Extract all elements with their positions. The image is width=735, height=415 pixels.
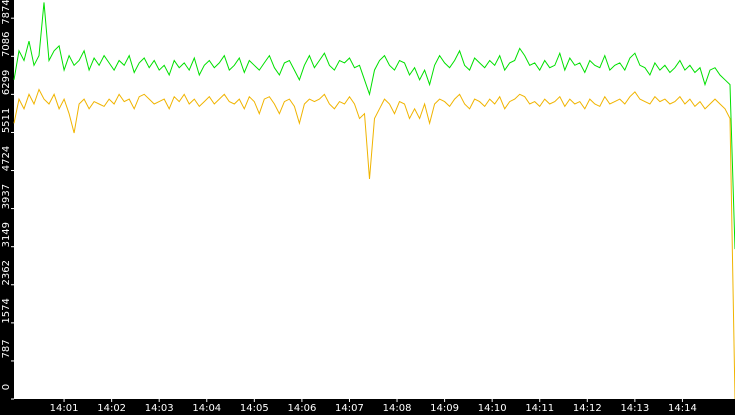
y-tick-label: 6299 — [1, 70, 12, 95]
x-tick-label: 14:11 — [525, 403, 554, 414]
y-tick-label: 7874 — [1, 0, 12, 25]
x-tick-label: 14:01 — [50, 403, 79, 414]
x-tick-label: 14:14 — [668, 403, 697, 414]
x-tick-label: 14:10 — [478, 403, 507, 414]
y-tick-label: 2362 — [1, 260, 12, 285]
y-tick-label: 4724 — [1, 146, 12, 171]
x-tick-label: 14:05 — [240, 403, 269, 414]
y-tick-label: 7086 — [1, 32, 12, 57]
x-tick-label: 14:03 — [145, 403, 174, 414]
x-tick-label: 14:13 — [620, 403, 649, 414]
x-tick-label: 14:08 — [383, 403, 412, 414]
y-tick-label: 1574 — [1, 298, 12, 323]
y-tick-label: 3937 — [1, 184, 12, 209]
y-tick-label: 5511 — [1, 108, 12, 133]
y-tick-label: 3149 — [1, 222, 12, 247]
series-line — [13, 2, 735, 250]
x-tick-label: 14:02 — [97, 403, 126, 414]
x-tick-label: 14:04 — [192, 403, 221, 414]
y-tick-label: 0 — [1, 384, 12, 390]
y-tick-label: 787 — [1, 339, 12, 358]
series-line — [13, 88, 735, 400]
x-tick-label: 14:07 — [335, 403, 364, 414]
x-tick-label: 14:12 — [573, 403, 602, 414]
x-tick-label: 14:06 — [287, 403, 316, 414]
plot-area — [14, 0, 735, 399]
x-tick-label: 14:09 — [430, 403, 459, 414]
